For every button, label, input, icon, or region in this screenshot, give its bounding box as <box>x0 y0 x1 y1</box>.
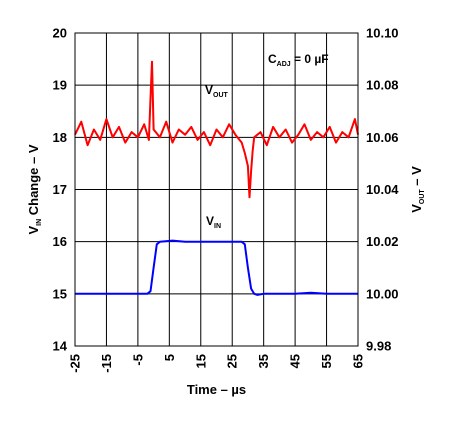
y-left-tick-label-3: 17 <box>53 182 67 197</box>
cadj-rest: = 0 µF <box>291 52 329 66</box>
x-tick-label-8: 55 <box>319 354 334 368</box>
x-tick-label-7: 45 <box>288 354 303 368</box>
x-axis-title: Time – µs <box>187 382 246 397</box>
x-tick-label-5: 25 <box>225 354 240 368</box>
series-line-out <box>74 60 359 199</box>
y-left-tick-label-1: 15 <box>53 286 67 301</box>
y-left-tick-label-6: 20 <box>53 26 67 41</box>
y-right-tick-label-5: 10.08 <box>366 78 399 93</box>
y-right-title-main: V <box>409 204 424 213</box>
x-tick-label-0: -25 <box>68 354 83 373</box>
y-left-tick-label-0: 14 <box>53 339 68 354</box>
x-tick-label-2: -5 <box>130 354 145 366</box>
x-tick-label-3: 5 <box>162 354 177 361</box>
x-tick-label-6: 35 <box>256 354 271 368</box>
x-tick-label-9: 65 <box>351 354 366 368</box>
vout-series-label: VOUT <box>205 83 229 99</box>
vin-series-label: VIN <box>206 214 221 230</box>
x-tick-label-1: -15 <box>99 354 114 373</box>
y-right-tick-label-4: 10.06 <box>366 130 399 145</box>
vin-label-main: V <box>206 214 214 228</box>
plot-frame <box>74 32 359 347</box>
x-tick-label-4: 15 <box>193 354 208 368</box>
y-right-tick-label-6: 10.10 <box>366 26 399 41</box>
y-left-tick-label-5: 19 <box>53 78 67 93</box>
y-left-tick-label-2: 16 <box>53 234 67 249</box>
cadj-sub: ADJ <box>277 61 291 68</box>
y-right-title-sub: OUT <box>419 189 426 205</box>
y-left-title-rest: Change – V <box>26 144 41 219</box>
y-right-tick-label-0: 9.98 <box>366 339 391 354</box>
y-left-title-sub: IN <box>36 219 43 226</box>
y-left-tick-label-4: 18 <box>53 130 67 145</box>
y-right-tick-label-1: 10.00 <box>366 286 399 301</box>
y-left-title-main: V <box>26 226 41 235</box>
y-right-tick-label-2: 10.02 <box>366 234 399 249</box>
y-left-axis-title: VIN Change – V <box>26 144 43 234</box>
cadj-annotation: CADJ = 0 µF <box>268 52 329 68</box>
series-group <box>74 60 359 296</box>
y-right-title-rest: – V <box>409 166 424 189</box>
cadj-main: C <box>268 52 277 66</box>
y-right-axis-title: VOUT – V <box>409 166 426 213</box>
y-right-tick-label-3: 10.04 <box>366 182 399 197</box>
series-line-in <box>75 239 358 296</box>
vout-label-sub: OUT <box>213 92 229 99</box>
vin-label-sub: IN <box>214 223 221 230</box>
tick-labels: -25 -15 -5 5 15 25 35 45 55 65 14 15 16 17 18 19 20 9.98 1… <box>53 26 400 373</box>
vout-label-main: V <box>205 83 213 97</box>
